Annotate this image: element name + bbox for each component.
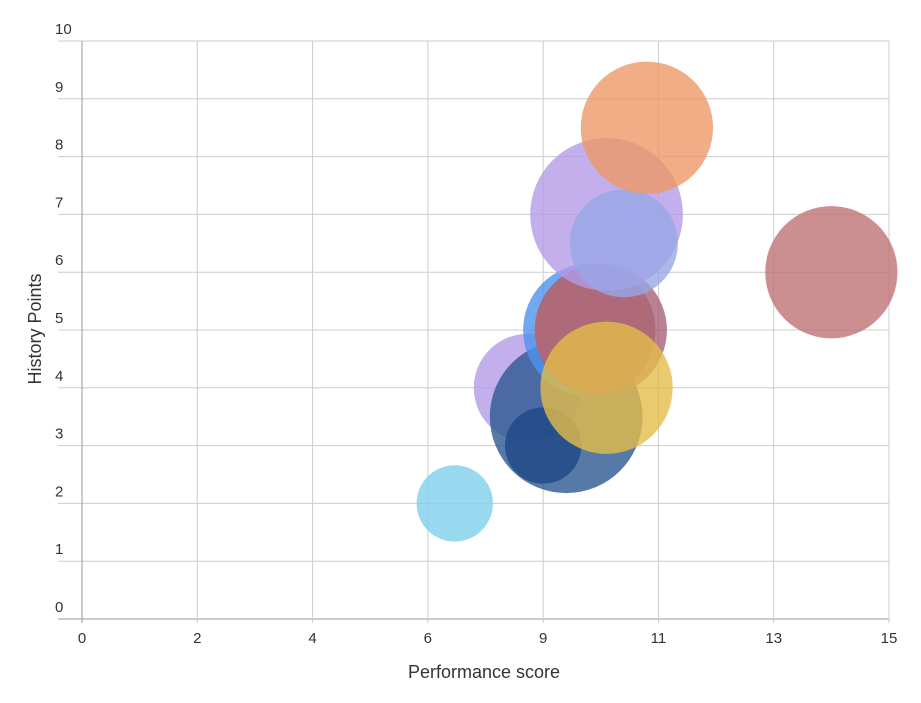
y-tick-label: 7	[55, 194, 63, 211]
y-tick-label: 9	[55, 79, 63, 96]
y-tick-label: 6	[55, 252, 63, 269]
y-tick-label: 4	[55, 368, 63, 385]
x-tick-label: 6	[424, 630, 432, 647]
y-tick-label: 2	[55, 483, 63, 500]
y-tick-label: 3	[55, 426, 63, 443]
x-tick-label: 9	[539, 630, 547, 647]
tick-labels: 0 1 2 3 4 5 6 7 8 9 10 0 2 4 6 9 11 13 15	[55, 21, 897, 647]
x-tick-label: 11	[651, 630, 667, 647]
y-tick-label: 1	[55, 541, 63, 558]
x-axis-label: Performance score	[408, 662, 560, 682]
x-tick-label: 13	[765, 630, 782, 647]
y-tick-label: 0	[55, 599, 63, 616]
x-tick-label: 15	[881, 630, 898, 647]
y-tick-label: 8	[55, 137, 63, 154]
bubble	[569, 189, 678, 298]
grid	[58, 40, 890, 623]
bubble	[540, 321, 673, 454]
bubble	[416, 465, 493, 542]
bubble	[765, 206, 898, 339]
y-tick-label: 5	[55, 310, 63, 327]
x-tick-label: 2	[193, 630, 201, 647]
bubble	[580, 61, 714, 194]
x-tick-label: 4	[308, 630, 316, 647]
y-axis-label: History Points	[25, 273, 45, 384]
x-tick-label: 0	[78, 630, 86, 647]
bubbles	[416, 61, 898, 542]
y-tick-label: 10	[55, 21, 72, 38]
